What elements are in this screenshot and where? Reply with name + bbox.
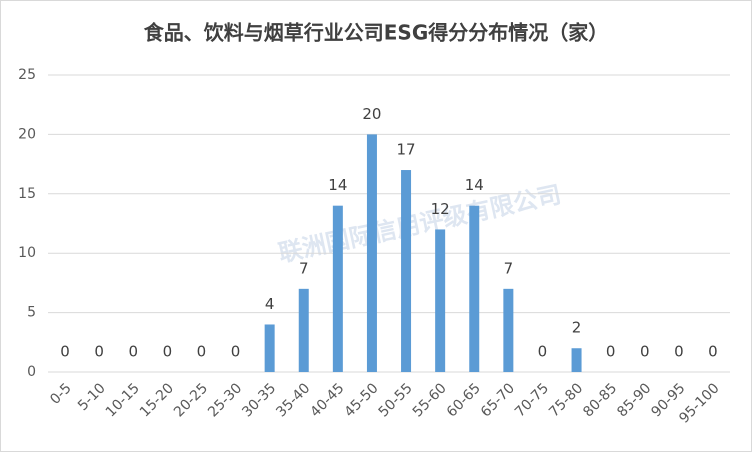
value-label: 0 <box>640 343 650 361</box>
value-label: 17 <box>397 141 416 159</box>
value-label: 0 <box>674 343 684 361</box>
y-tick-label: 15 <box>18 186 36 202</box>
bar <box>435 229 446 372</box>
value-label: 0 <box>163 343 173 361</box>
value-label: 0 <box>60 343 70 361</box>
y-tick-label: 0 <box>27 364 36 380</box>
bar <box>469 205 480 372</box>
bar <box>571 348 582 372</box>
y-tick-label: 10 <box>18 245 36 261</box>
bar <box>332 205 343 372</box>
bar <box>503 288 514 372</box>
value-label: 2 <box>572 319 582 337</box>
value-label: 0 <box>606 343 616 361</box>
y-tick-label: 5 <box>27 305 36 321</box>
value-label: 7 <box>299 259 309 277</box>
bar <box>401 170 412 372</box>
value-label: 0 <box>197 343 207 361</box>
value-label: 4 <box>265 295 275 313</box>
value-label: 20 <box>362 105 381 123</box>
value-label: 0 <box>708 343 718 361</box>
bar <box>298 288 309 372</box>
value-label: 0 <box>231 343 241 361</box>
y-tick-label: 25 <box>18 67 36 83</box>
chart-title: 食品、饮料与烟草行业公司ESG得分分布情况（家） <box>144 21 608 45</box>
value-label: 0 <box>128 343 138 361</box>
value-label: 0 <box>94 343 104 361</box>
value-label: 14 <box>328 176 347 194</box>
bar <box>264 324 275 372</box>
value-label: 0 <box>538 343 548 361</box>
value-label: 12 <box>431 200 450 218</box>
bar <box>366 134 377 372</box>
y-tick-label: 20 <box>18 126 36 142</box>
value-label: 7 <box>504 259 514 277</box>
value-label: 14 <box>465 176 484 194</box>
